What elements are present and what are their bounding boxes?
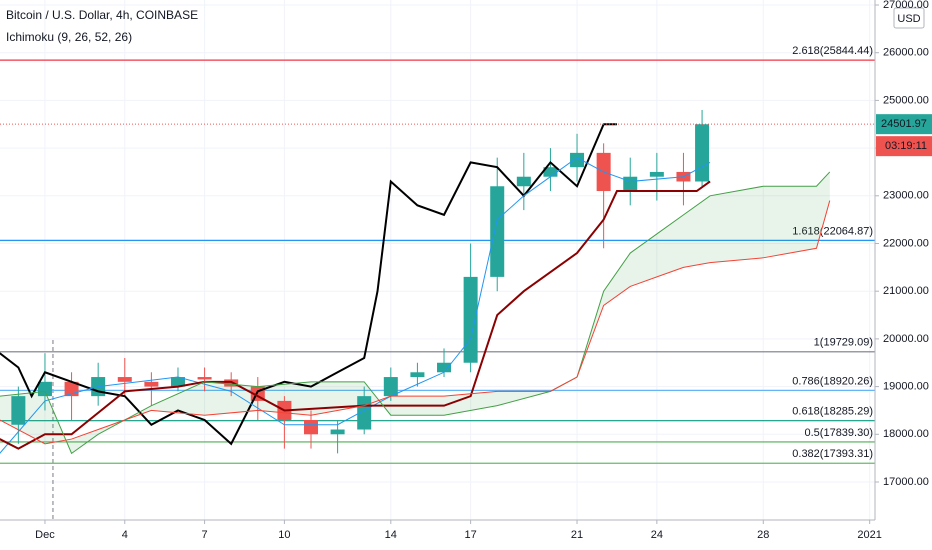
candle-body: [463, 276, 478, 363]
candle-body: [37, 381, 52, 397]
fib-label: 0.618(18285.29): [792, 406, 873, 418]
y-tick-label: 22000.00: [883, 237, 929, 249]
fib-label: 1(19729.09): [814, 337, 873, 349]
chart-title: Bitcoin / U.S. Dollar, 4h, COINBASE: [6, 8, 198, 22]
candle-body: [144, 381, 159, 387]
plot-area: 2.618(25844.44) 1.618(22064.87) 1(19729.09…: [0, 0, 875, 520]
indicator-line: [0, 157, 711, 454]
fib-label: 2.618(25844.44): [792, 45, 873, 57]
fib-label: 0.786(18920.26): [792, 375, 873, 387]
candle-body: [490, 186, 505, 277]
y-tick-label: 17000.00: [883, 476, 929, 488]
indicator-line: [0, 123, 617, 446]
indicator-line: [0, 180, 711, 450]
y-tick-label: 26000.00: [883, 47, 929, 59]
candle-body: [437, 362, 452, 373]
x-tick-label: 14: [385, 529, 397, 541]
candle-body: [543, 167, 558, 177]
x-tick-label: 2021: [857, 529, 881, 541]
candle-body: [117, 377, 132, 382]
candle-body: [224, 379, 239, 387]
candle-body: [170, 377, 185, 387]
indicator-line: [0, 200, 831, 445]
currency-box[interactable]: [893, 7, 925, 29]
indicator-label: Ichimoku (9, 26, 52, 26): [6, 30, 132, 44]
x-tick-label: 17: [464, 529, 476, 541]
candle-body: [410, 372, 425, 378]
y-tick-label: 21000.00: [883, 285, 929, 297]
candle-body: [649, 171, 664, 177]
fib-label: 0.382(17393.31): [792, 448, 873, 460]
candle-body: [570, 152, 585, 168]
fib-label: 0.5(17839.30): [805, 427, 874, 439]
cloud: [0, 171, 830, 454]
candle-body: [197, 377, 212, 380]
countdown-box: [876, 136, 932, 157]
candle-body: [516, 176, 531, 187]
last-price-box: [876, 114, 932, 135]
x-tick-label: 4: [122, 529, 128, 541]
candle-body: [623, 176, 638, 192]
candle-body: [383, 377, 398, 397]
x-tick-label: Dec: [35, 529, 55, 541]
y-tick-label: 19000.00: [883, 380, 929, 392]
y-tick-label: 23000.00: [883, 190, 929, 202]
x-tick-label: 21: [571, 529, 583, 541]
y-tick-label: 18000.00: [883, 428, 929, 440]
x-tick-label: 28: [757, 529, 769, 541]
countdown-label: 03:19:11: [885, 140, 927, 152]
candle-body: [330, 429, 345, 435]
last-price-label: 24501.97: [881, 118, 927, 130]
x-tick-label: 10: [278, 529, 290, 541]
y-tick-label: 25000.00: [883, 94, 929, 106]
candle-body: [695, 124, 710, 182]
y-tick-label: 20000.00: [883, 333, 929, 345]
x-tick-label: 24: [651, 529, 663, 541]
candle-body: [11, 396, 26, 425]
currency-label[interactable]: USD: [897, 13, 920, 25]
x-tick-label: 7: [202, 529, 208, 541]
candle-body: [303, 419, 318, 435]
fib-label: 1.618(22064.87): [792, 225, 873, 237]
y-tick-label: 27000.00: [883, 0, 929, 11]
